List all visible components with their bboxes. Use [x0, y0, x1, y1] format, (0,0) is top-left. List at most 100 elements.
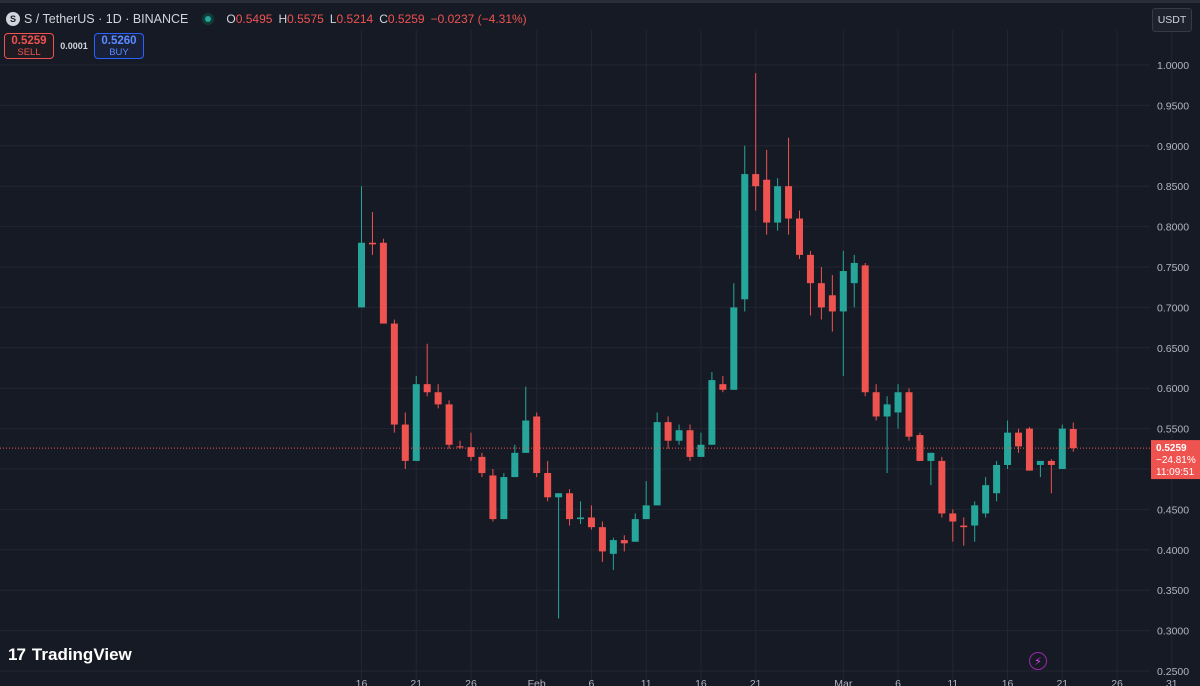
candle[interactable] [993, 460, 1001, 502]
current-price-label: 0.5259−24.81%11:09:51 [1151, 440, 1200, 480]
price-label-price: 0.5259 [1156, 443, 1187, 454]
candle[interactable] [719, 376, 727, 393]
candle[interactable] [828, 275, 836, 332]
buy-button[interactable]: 0.5260 BUY [94, 33, 144, 59]
candle[interactable] [609, 537, 617, 570]
market-open-icon[interactable] [202, 13, 215, 25]
candle[interactable] [883, 396, 891, 474]
candle[interactable] [631, 513, 639, 542]
candle[interactable] [686, 424, 694, 461]
sonic-logo-icon[interactable]: S [6, 12, 20, 26]
tradingview-logo[interactable]: 17 TradingView [8, 645, 132, 665]
time-axis-label: 21 [1056, 678, 1068, 686]
candle[interactable] [697, 432, 705, 457]
candle-body [774, 186, 782, 223]
top-border [0, 0, 1200, 3]
candle[interactable] [434, 384, 442, 409]
candle[interactable] [916, 432, 924, 461]
candle[interactable] [489, 469, 497, 522]
candle-body [697, 444, 705, 457]
candle-body [445, 404, 453, 445]
price-axis-label: 0.3000 [1157, 626, 1189, 638]
candle-body [883, 404, 891, 417]
candle[interactable] [467, 432, 475, 461]
candle[interactable] [861, 262, 869, 397]
candle-body [456, 446, 464, 448]
candle-body [533, 416, 541, 474]
time-axis-label: 16 [356, 678, 368, 686]
candle[interactable] [730, 283, 738, 390]
sell-button[interactable]: 0.5259 SELL [4, 33, 54, 59]
price-axis-label: 0.8500 [1157, 181, 1189, 193]
candle-body [1058, 428, 1066, 469]
candle[interactable] [785, 137, 793, 235]
candle[interactable] [949, 509, 957, 542]
candle[interactable] [664, 416, 672, 449]
lightning-icon[interactable]: ⚡ [1029, 652, 1047, 670]
candle[interactable] [894, 384, 902, 429]
candle[interactable] [620, 535, 628, 552]
candle[interactable] [577, 501, 584, 524]
ohlc-change: −0.0237 (−4.31%) [430, 12, 527, 26]
candle[interactable] [598, 521, 606, 562]
candle[interactable] [839, 250, 847, 377]
candle-body [577, 517, 584, 520]
candle[interactable] [971, 501, 979, 542]
candle[interactable] [653, 412, 661, 506]
candle[interactable] [412, 376, 420, 461]
candle-body [566, 493, 574, 520]
candle-body [817, 283, 825, 308]
candle[interactable] [456, 440, 464, 449]
candle[interactable] [796, 210, 803, 259]
price-axis-label: 0.6000 [1157, 383, 1189, 395]
candle[interactable] [566, 489, 574, 526]
candle[interactable] [533, 412, 541, 478]
candle-body [741, 174, 749, 300]
candle[interactable] [445, 400, 453, 449]
candle[interactable] [368, 212, 376, 255]
tradingview-mark-icon: 17 [8, 645, 26, 664]
candle[interactable] [806, 250, 814, 316]
candle[interactable] [478, 452, 486, 478]
candle[interactable] [763, 149, 771, 235]
candle[interactable] [774, 178, 782, 231]
time-axis-label: 16 [695, 678, 707, 686]
candle[interactable] [982, 477, 990, 518]
currency-selector[interactable]: USDT [1152, 8, 1192, 32]
symbol-title[interactable]: S / TetherUS · 1D · BINANCE [24, 12, 189, 26]
candle[interactable] [423, 343, 431, 397]
candle[interactable] [905, 388, 913, 441]
candle[interactable] [1015, 428, 1022, 453]
candle[interactable] [1036, 460, 1044, 478]
candle[interactable] [1025, 426, 1033, 471]
candle[interactable] [555, 493, 563, 619]
candle[interactable] [401, 412, 409, 469]
candle[interactable] [960, 517, 968, 546]
candle[interactable] [850, 254, 858, 308]
candle[interactable] [741, 145, 749, 312]
candle[interactable] [938, 456, 946, 518]
candle[interactable] [587, 505, 595, 530]
candle[interactable] [752, 73, 760, 211]
candle[interactable] [522, 386, 530, 453]
candle[interactable] [708, 372, 716, 445]
time-axis-label: 26 [1111, 678, 1123, 686]
candle[interactable] [817, 267, 825, 320]
candle[interactable] [379, 238, 387, 324]
candle[interactable] [927, 452, 935, 486]
candle[interactable] [1069, 422, 1077, 452]
candle[interactable] [1047, 459, 1055, 494]
candle[interactable] [500, 473, 508, 520]
candle-body [368, 242, 376, 245]
candle[interactable] [1058, 424, 1066, 469]
candle[interactable] [390, 319, 398, 433]
candle[interactable] [358, 186, 365, 308]
candle[interactable] [642, 481, 650, 520]
candle[interactable] [511, 444, 519, 478]
candle[interactable] [544, 460, 552, 502]
candle[interactable] [1004, 420, 1012, 469]
candle[interactable] [675, 424, 683, 445]
price-axis-label: 0.3500 [1157, 585, 1189, 597]
candle[interactable] [872, 384, 880, 421]
